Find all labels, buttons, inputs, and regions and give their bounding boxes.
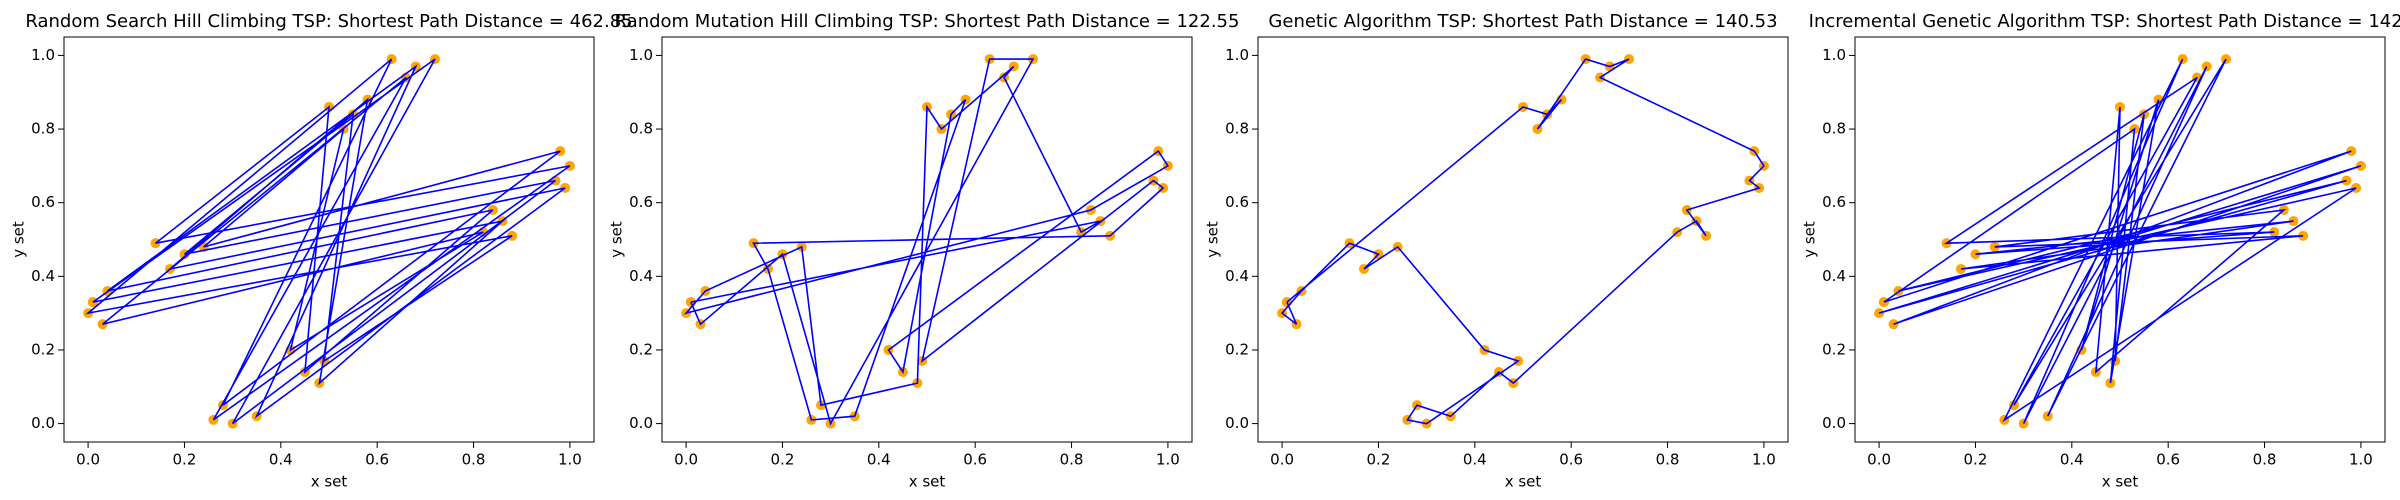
chart-title: Random Search Hill Climbing TSP: Shortes… [25, 11, 632, 32]
tour-line [85, 58, 571, 425]
city-marker [2201, 61, 2212, 72]
y-tick-label: 0.4 [1822, 267, 1846, 285]
y-tick-label: 0.2 [629, 340, 653, 358]
x-tick-label: 1.0 [558, 451, 582, 469]
subplot: Random Mutation Hill Climbing TSP: Short… [608, 11, 1240, 491]
y-tick-label: 0.2 [31, 340, 55, 358]
x-axis-label: x set [2102, 473, 2139, 491]
city-marker [2177, 54, 2188, 65]
x-tick-label: 1.0 [1156, 451, 1180, 469]
x-tick-label: 0.2 [1367, 451, 1391, 469]
chart-title: Random Mutation Hill Climbing TSP: Short… [615, 11, 1240, 32]
x-tick-label: 0.0 [1270, 451, 1294, 469]
x-axis-label: x set [1505, 473, 1542, 491]
x-tick-label: 1.0 [1752, 451, 1776, 469]
x-tick-label: 0.0 [1867, 451, 1891, 469]
y-tick-label: 1.0 [1225, 46, 1249, 64]
x-tick-label: 0.4 [269, 451, 293, 469]
x-tick-label: 0.2 [1964, 451, 1988, 469]
x-axis-label: x set [311, 473, 348, 491]
y-tick-label: 1.0 [629, 46, 653, 64]
y-tick-label: 0.8 [629, 120, 653, 138]
city-marker [2355, 160, 2366, 171]
y-tick-label: 1.0 [31, 46, 55, 64]
x-tick-label: 0.4 [867, 451, 891, 469]
tour-line [1878, 58, 2362, 424]
y-tick-label: 0.0 [31, 414, 55, 432]
subplot: Genetic Algorithm TSP: Shortest Path Dis… [1204, 11, 1789, 491]
subplot: Random Search Hill Climbing TSP: Shortes… [10, 11, 633, 491]
city-marker [2115, 101, 2125, 112]
x-tick-label: 0.8 [462, 451, 486, 469]
x-tick-label: 0.6 [963, 451, 987, 469]
x-tick-label: 0.8 [1060, 451, 1084, 469]
y-axis-label: y set [608, 221, 626, 258]
y-tick-label: 0.0 [1822, 414, 1846, 432]
city-marker [1874, 308, 1885, 319]
x-tick-label: 0.0 [76, 451, 100, 469]
tour-line [683, 58, 1170, 426]
y-tick-label: 0.8 [1822, 120, 1846, 138]
x-tick-label: 0.0 [674, 451, 698, 469]
y-tick-label: 0.6 [1822, 193, 1846, 211]
y-tick-label: 0.0 [629, 414, 653, 432]
axes-frame [1854, 36, 2386, 443]
x-tick-label: 1.0 [2349, 451, 2373, 469]
x-tick-label: 0.6 [365, 451, 389, 469]
y-tick-label: 1.0 [1822, 46, 1846, 64]
y-tick-label: 0.4 [1225, 267, 1249, 285]
x-tick-label: 0.8 [2253, 451, 2277, 469]
x-tick-label: 0.8 [1656, 451, 1680, 469]
x-tick-label: 0.2 [173, 451, 197, 469]
y-tick-label: 0.8 [1225, 120, 1249, 138]
chart-title: Incremental Genetic Algorithm TSP: Short… [1809, 11, 2400, 32]
y-axis-label: y set [1204, 221, 1222, 258]
subplot: Incremental Genetic Algorithm TSP: Short… [1801, 11, 2400, 491]
tour-line [1280, 58, 1765, 425]
y-tick-label: 0.2 [1822, 340, 1846, 358]
x-tick-label: 0.4 [1463, 451, 1487, 469]
x-axis-label: x set [909, 473, 946, 491]
axes-frame [661, 36, 1193, 443]
chart-title: Genetic Algorithm TSP: Shortest Path Dis… [1268, 11, 1777, 32]
x-tick-label: 0.6 [2156, 451, 2180, 469]
axes-frame [63, 36, 595, 443]
x-tick-label: 0.4 [2060, 451, 2084, 469]
x-tick-label: 0.2 [771, 451, 795, 469]
y-tick-label: 0.0 [1225, 414, 1249, 432]
y-tick-label: 0.6 [629, 193, 653, 211]
x-tick-label: 0.6 [1559, 451, 1583, 469]
city-marker [1970, 249, 1981, 260]
y-tick-label: 0.2 [1225, 340, 1249, 358]
y-tick-label: 0.8 [31, 120, 55, 138]
y-axis-label: y set [10, 221, 28, 258]
axes-frame [1257, 36, 1789, 443]
y-axis-label: y set [1801, 221, 1819, 258]
y-tick-label: 0.4 [629, 267, 653, 285]
y-tick-label: 0.4 [31, 267, 55, 285]
y-tick-label: 0.6 [1225, 193, 1249, 211]
y-tick-label: 0.6 [31, 193, 55, 211]
